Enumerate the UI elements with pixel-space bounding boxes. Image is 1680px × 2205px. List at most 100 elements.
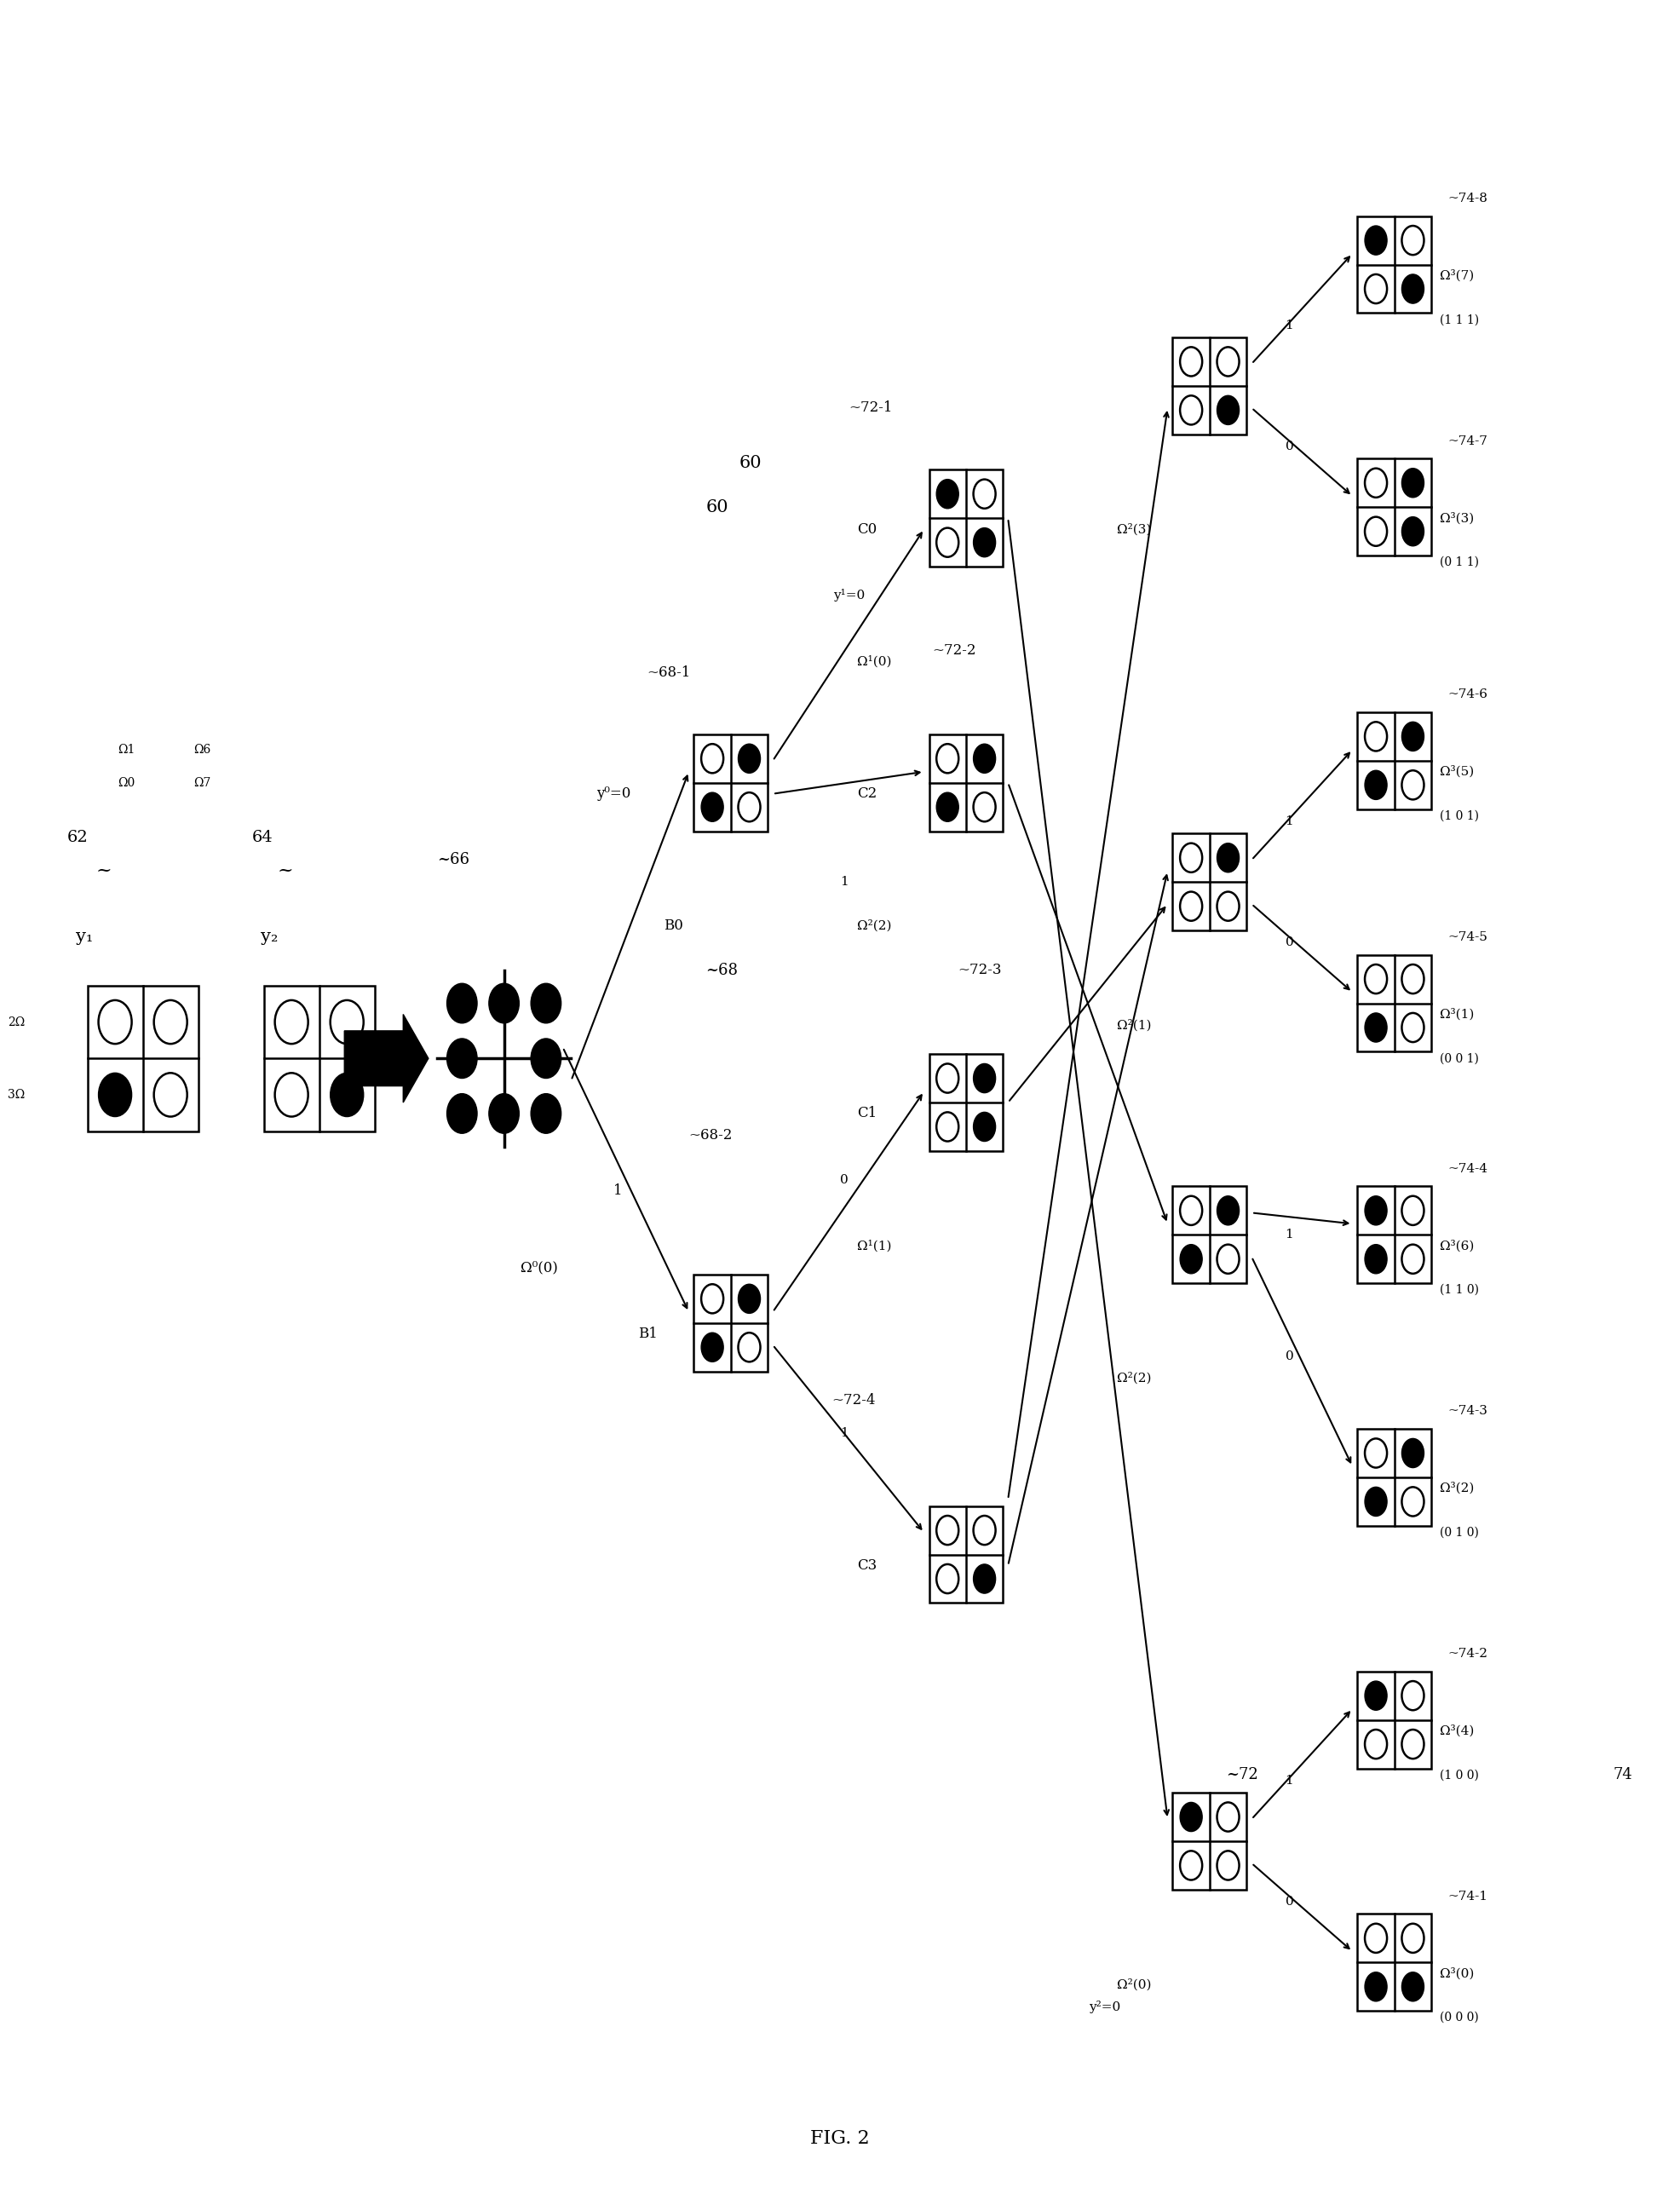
Bar: [1173, 337, 1247, 434]
Bar: [1357, 1429, 1431, 1526]
Text: C0: C0: [857, 523, 877, 536]
Text: (0 1 1): (0 1 1): [1440, 556, 1478, 569]
Circle shape: [973, 1111, 996, 1142]
Text: ~68-1: ~68-1: [647, 666, 690, 679]
Circle shape: [738, 1332, 761, 1363]
Text: Ω³(4): Ω³(4): [1440, 1724, 1473, 1738]
Text: Ω²(2): Ω²(2): [1117, 1372, 1152, 1385]
Circle shape: [936, 1111, 959, 1142]
Circle shape: [1401, 516, 1425, 547]
Text: 1: 1: [1285, 1228, 1294, 1241]
Circle shape: [331, 1001, 363, 1043]
Bar: [264, 986, 375, 1131]
Circle shape: [1401, 1195, 1425, 1226]
Text: ~66: ~66: [437, 853, 469, 867]
Text: Ω¹(0): Ω¹(0): [857, 655, 892, 668]
Circle shape: [1179, 1244, 1203, 1274]
Text: 64: 64: [252, 831, 274, 845]
Circle shape: [973, 1563, 996, 1594]
Text: C3: C3: [857, 1559, 877, 1572]
Circle shape: [936, 1563, 959, 1594]
Circle shape: [701, 792, 724, 822]
Circle shape: [1364, 1438, 1388, 1469]
Text: 1: 1: [1285, 320, 1294, 331]
Bar: [929, 470, 1003, 567]
Circle shape: [447, 983, 477, 1023]
Circle shape: [99, 1074, 131, 1116]
Text: Ω1: Ω1: [118, 743, 134, 756]
Text: ~72-1: ~72-1: [848, 401, 892, 415]
Text: (1 0 0): (1 0 0): [1440, 1768, 1478, 1782]
Circle shape: [1364, 467, 1388, 498]
Circle shape: [1216, 1244, 1240, 1274]
Text: ~74-8: ~74-8: [1448, 192, 1488, 205]
Circle shape: [1364, 516, 1388, 547]
Circle shape: [1364, 770, 1388, 800]
Circle shape: [936, 527, 959, 558]
Text: Ω²(2): Ω²(2): [857, 919, 892, 933]
Text: 62: 62: [67, 831, 89, 845]
Circle shape: [973, 478, 996, 509]
Circle shape: [1179, 395, 1203, 426]
Text: ~74-3: ~74-3: [1448, 1405, 1488, 1418]
Circle shape: [531, 1039, 561, 1078]
Circle shape: [738, 743, 761, 774]
Circle shape: [1216, 346, 1240, 377]
Text: (0 1 0): (0 1 0): [1440, 1526, 1478, 1539]
Circle shape: [936, 1515, 959, 1546]
Text: y⁰=0: y⁰=0: [596, 787, 630, 800]
Bar: [1357, 1186, 1431, 1283]
Circle shape: [973, 743, 996, 774]
Circle shape: [1364, 721, 1388, 752]
Circle shape: [1179, 1195, 1203, 1226]
Circle shape: [447, 1039, 477, 1078]
Text: 1: 1: [840, 1427, 848, 1440]
Text: C1: C1: [857, 1107, 877, 1120]
Circle shape: [1401, 1729, 1425, 1760]
Text: 60: 60: [739, 454, 763, 472]
Circle shape: [276, 1074, 307, 1116]
Circle shape: [1216, 891, 1240, 922]
Text: Ω³(1): Ω³(1): [1440, 1008, 1473, 1021]
Text: 3Ω: 3Ω: [8, 1089, 25, 1100]
Text: 0: 0: [840, 1173, 848, 1186]
Circle shape: [99, 1001, 131, 1043]
Circle shape: [1216, 1195, 1240, 1226]
Text: 74: 74: [1613, 1768, 1633, 1782]
Circle shape: [973, 1515, 996, 1546]
Text: B1: B1: [638, 1327, 659, 1341]
Circle shape: [701, 1332, 724, 1363]
Bar: [1173, 1186, 1247, 1283]
Circle shape: [1364, 1012, 1388, 1043]
Bar: [1357, 1671, 1431, 1768]
Text: ~72: ~72: [1226, 1768, 1258, 1782]
Circle shape: [1364, 964, 1388, 994]
Bar: [1173, 1793, 1247, 1890]
Text: y¹=0: y¹=0: [833, 589, 865, 602]
Text: 1: 1: [1285, 1775, 1294, 1786]
Bar: [694, 1274, 768, 1372]
Text: 0: 0: [1285, 1896, 1294, 1907]
Text: Ω0: Ω0: [118, 776, 134, 789]
Text: (1 1 1): (1 1 1): [1440, 313, 1478, 326]
Circle shape: [276, 1001, 307, 1043]
Text: Ω²(0): Ω²(0): [1117, 1978, 1152, 1991]
Bar: [1357, 712, 1431, 809]
Text: ~74-5: ~74-5: [1448, 931, 1488, 944]
Circle shape: [1216, 395, 1240, 426]
Circle shape: [531, 983, 561, 1023]
Text: Ω¹(1): Ω¹(1): [857, 1239, 892, 1252]
Text: 0: 0: [1285, 1349, 1294, 1363]
Circle shape: [1401, 1012, 1425, 1043]
Circle shape: [447, 1094, 477, 1133]
Text: 60: 60: [706, 498, 729, 516]
Text: (0 0 0): (0 0 0): [1440, 2011, 1478, 2024]
Circle shape: [1179, 346, 1203, 377]
Text: 1: 1: [613, 1184, 622, 1197]
Circle shape: [973, 527, 996, 558]
Circle shape: [1364, 1923, 1388, 1954]
Circle shape: [936, 792, 959, 822]
Circle shape: [1179, 842, 1203, 873]
Text: Ω³(0): Ω³(0): [1440, 1967, 1473, 1980]
Circle shape: [1216, 1801, 1240, 1832]
